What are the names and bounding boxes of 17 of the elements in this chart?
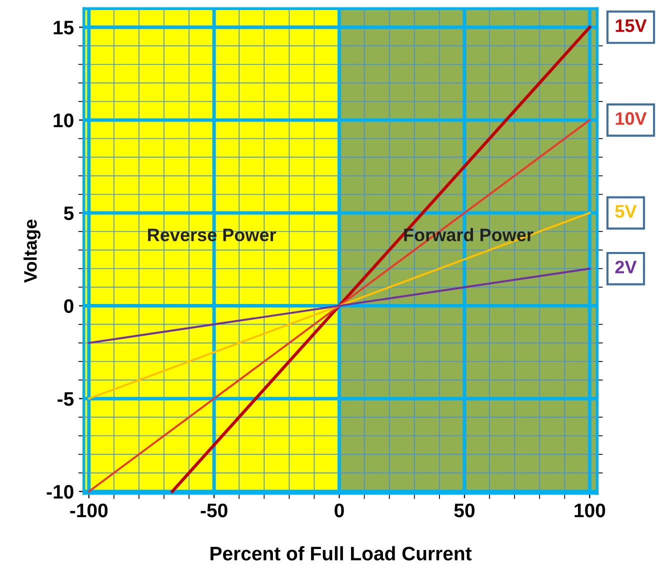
y-tick-label: 10 <box>54 114 74 128</box>
y-tick-label: 0 <box>64 299 74 314</box>
series-label: 15V <box>616 19 647 32</box>
y-tick-label: -10 <box>46 484 74 499</box>
y-tick-label: 5 <box>64 206 74 220</box>
x-tick-label: 0 <box>334 504 344 518</box>
series-label: 5V <box>615 205 637 218</box>
series-label: 2V <box>615 260 637 274</box>
y-tick-label: -5 <box>58 392 74 406</box>
x-axis-title: Percent of Full Load Current <box>210 546 472 560</box>
x-tick-label: -100 <box>70 504 108 518</box>
y-tick-label: 15 <box>54 20 74 34</box>
x-tick-label: 50 <box>454 504 474 518</box>
y-axis-title: Voltage <box>24 220 40 283</box>
x-tick-label: -50 <box>200 504 228 518</box>
x-tick-label: 100 <box>574 504 606 518</box>
series-label: 10V <box>616 112 647 125</box>
